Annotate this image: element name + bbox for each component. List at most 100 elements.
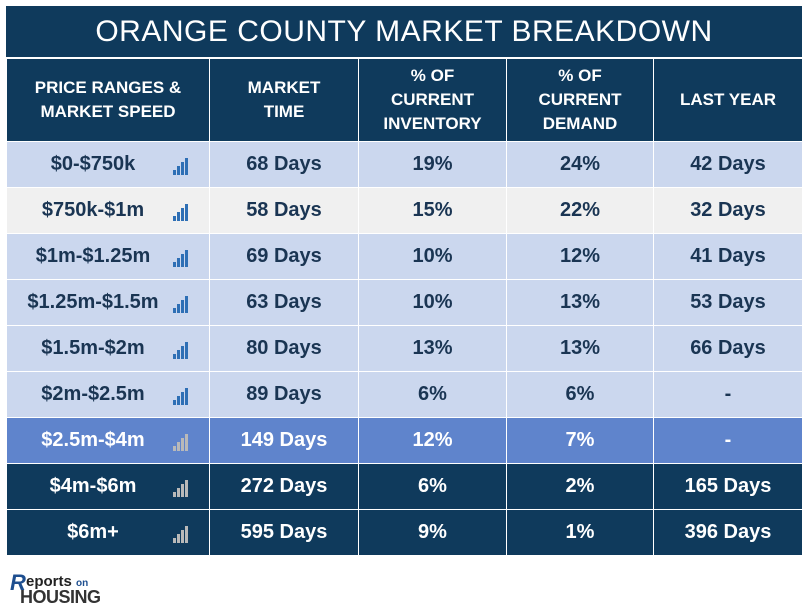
cell-inventory: 15% [358,187,507,234]
cell-demand: 2% [506,463,654,510]
header-current-demand: % OF CURRENT DEMAND [506,58,654,142]
market-speed-icon [173,477,189,497]
header-line: DEMAND [542,114,618,133]
header-last-year: LAST YEAR [653,58,803,142]
speed-bar [185,342,188,359]
cell-demand: 1% [506,509,654,556]
logo-reports-word: eports [26,573,72,590]
speed-bar [185,158,188,175]
speed-bar [177,304,180,313]
cell-last-year: - [653,417,803,464]
cell-inventory: 6% [358,371,507,418]
reports-on-housing-logo: R eports on HOUSING [10,570,120,607]
header-current-inventory: % OF CURRENT INVENTORY [358,58,507,142]
cell-last-year: 41 Days [653,233,803,280]
speed-bar [173,492,176,497]
price-range-label: $1.5m-$2m [41,337,145,359]
speed-bar [181,300,184,313]
price-range-label: $4m-$6m [49,475,137,497]
header-line: INVENTORY [383,114,482,133]
speed-bar [177,166,180,175]
header-price-ranges: PRICE RANGES & MARKET SPEED [6,58,210,142]
speed-bar [177,534,180,543]
speed-bar [185,204,188,221]
speed-bar [177,350,180,359]
table-row: $1.5m-$2m 80 Days 13% 13% 66 Days [6,325,803,372]
speed-bar [185,388,188,405]
header-market-time: MARKET TIME [209,58,359,142]
speed-bar [173,262,176,267]
header-line: TIME [263,102,305,121]
speed-bar [173,538,176,543]
cell-last-year: - [653,371,803,418]
speed-bar [173,216,176,221]
speed-bar [185,296,188,313]
cell-market-time: 68 Days [209,141,359,188]
cell-inventory: 12% [358,417,507,464]
logo-reports-text: eports on [26,573,88,590]
speed-bar [173,400,176,405]
speed-bar [173,354,176,359]
cell-inventory: 10% [358,279,507,326]
cell-last-year: 165 Days [653,463,803,510]
market-speed-icon [173,523,189,543]
table-row: $6m+ 595 Days 9% 1% 396 Days [6,509,803,556]
header-line: LAST YEAR [679,90,777,109]
speed-bar [181,392,184,405]
cell-market-time: 272 Days [209,463,359,510]
cell-market-time: 80 Days [209,325,359,372]
header-row: PRICE RANGES & MARKET SPEED MARKET TIME … [6,58,803,142]
table-row: $2m-$2.5m 89 Days 6% 6% - [6,371,803,418]
logo-on-text: on [76,578,89,589]
cell-price: $0-$750k [6,141,210,188]
speed-bar [173,308,176,313]
speed-bar [177,442,180,451]
header-line: % OF [410,66,455,85]
cell-demand: 24% [506,141,654,188]
header-line: CURRENT [538,90,622,109]
cell-price: $2.5m-$4m [6,417,210,464]
speed-bar [181,346,184,359]
speed-bar [185,250,188,267]
speed-bar [181,208,184,221]
cell-price: $1m-$1.25m [6,233,210,280]
cell-price: $6m+ [6,509,210,556]
price-range-label: $1m-$1.25m [35,245,151,267]
market-speed-icon [173,155,189,175]
table-row: $4m-$6m 272 Days 6% 2% 165 Days [6,463,803,510]
cell-market-time: 69 Days [209,233,359,280]
page-title: ORANGE COUNTY MARKET BREAKDOWN [6,6,802,57]
market-breakdown-table: PRICE RANGES & MARKET SPEED MARKET TIME … [6,58,803,556]
table-row: $1.25m-$1.5m 63 Days 10% 13% 53 Days [6,279,803,326]
table-row: $1m-$1.25m 69 Days 10% 12% 41 Days [6,233,803,280]
header-line: PRICE RANGES & [34,78,182,97]
cell-demand: 13% [506,325,654,372]
cell-demand: 6% [506,371,654,418]
header-line: MARKET [247,78,321,97]
speed-bar [177,212,180,221]
speed-bar [181,530,184,543]
speed-bar [177,488,180,497]
price-range-label: $1.25m-$1.5m [27,291,159,313]
market-speed-icon [173,339,189,359]
cell-market-time: 89 Days [209,371,359,418]
cell-inventory: 19% [358,141,507,188]
speed-bar [173,446,176,451]
price-range-label: $6m+ [67,521,119,543]
table-row: $2.5m-$4m 149 Days 12% 7% - [6,417,803,464]
cell-last-year: 66 Days [653,325,803,372]
cell-last-year: 53 Days [653,279,803,326]
cell-last-year: 32 Days [653,187,803,234]
cell-market-time: 595 Days [209,509,359,556]
cell-inventory: 13% [358,325,507,372]
cell-demand: 22% [506,187,654,234]
price-range-label: $2.5m-$4m [41,429,145,451]
cell-price: $750k-$1m [6,187,210,234]
cell-market-time: 63 Days [209,279,359,326]
price-range-label: $0-$750k [50,153,136,175]
market-speed-icon [173,293,189,313]
price-range-label: $2m-$2.5m [41,383,145,405]
table-row: $750k-$1m 58 Days 15% 22% 32 Days [6,187,803,234]
header-line: CURRENT [390,90,475,109]
speed-bar [185,526,188,543]
